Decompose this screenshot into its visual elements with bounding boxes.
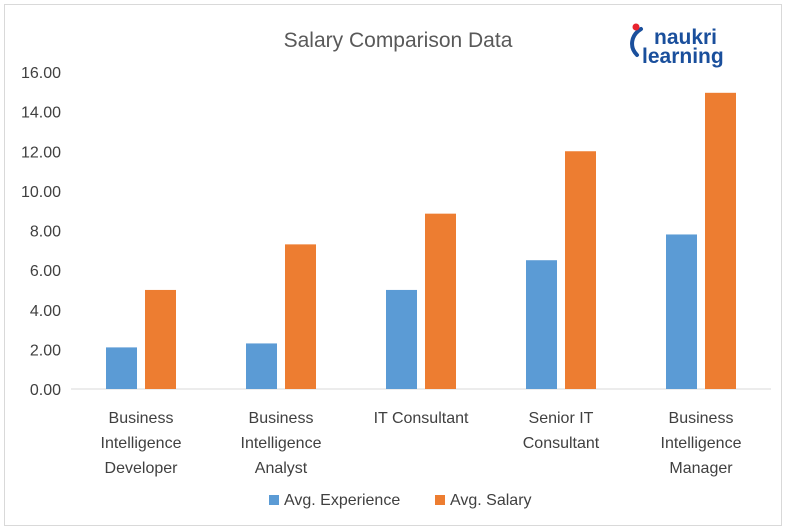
x-tick-label: Senior IT Consultant: [523, 410, 600, 452]
y-tick-label: 8.00: [30, 224, 61, 241]
logo-dot-icon: [632, 23, 640, 31]
x-tick-label: IT Consultant: [374, 410, 469, 427]
legend-swatch: [269, 495, 279, 505]
y-tick-label: 10.00: [21, 184, 61, 201]
bar-salary: [285, 244, 316, 389]
y-tick-label: 0.00: [30, 382, 61, 399]
x-tick-label: Business Intelligence Developer: [101, 410, 182, 477]
bars: [106, 92, 736, 389]
logo-line1: naukri: [654, 26, 717, 49]
legend: Avg. Experience Avg. Salary: [269, 492, 532, 509]
y-tick-label: 6.00: [30, 263, 61, 280]
chart-canvas: Salary Comparison Data naukri learning 0…: [21, 23, 771, 509]
bar-experience: [106, 347, 137, 389]
bar-experience: [386, 289, 417, 389]
bar-salary: [145, 289, 176, 389]
logo-line2: learning: [642, 45, 724, 68]
bar-experience: [526, 260, 557, 389]
bar-salary: [425, 213, 456, 389]
y-axis: 0.00 2.00 4.00 6.00 8.00 10.00 12.00 14.00 16.00: [21, 65, 61, 399]
y-tick-label: 16.00: [21, 65, 61, 82]
x-tick-label: Business Intelligence Analyst: [241, 410, 322, 477]
y-tick-label: 12.00: [21, 144, 61, 161]
bar-experience: [246, 343, 277, 389]
bar-experience: [666, 234, 697, 389]
bar-salary: [705, 92, 736, 389]
chart-title: Salary Comparison Data: [284, 29, 513, 52]
legend-label: Avg. Salary: [450, 492, 532, 509]
y-tick-label: 2.00: [30, 342, 61, 359]
bar-salary: [565, 151, 596, 389]
chart-frame: Salary Comparison Data naukri learning 0…: [4, 4, 782, 526]
logo-swoosh-icon: [630, 27, 643, 57]
legend-label: Avg. Experience: [284, 492, 400, 509]
x-axis: Business Intelligence Developer Business Int…: [101, 410, 742, 477]
y-tick-label: 4.00: [30, 303, 61, 320]
naukri-learning-logo: naukri learning: [630, 23, 724, 68]
legend-swatch: [435, 495, 445, 505]
y-tick-label: 14.00: [21, 105, 61, 122]
x-tick-label: Business Intelligence Manager: [661, 410, 742, 477]
